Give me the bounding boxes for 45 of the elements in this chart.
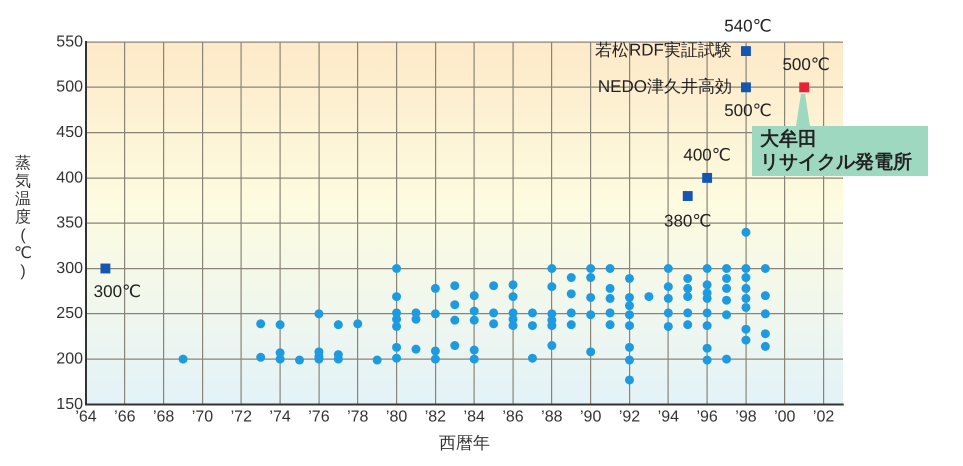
x-tick-label: ’66	[114, 408, 136, 426]
x-tick-label: ’78	[347, 408, 369, 426]
x-tick-label: ’70	[192, 408, 214, 426]
x-tick-label: ’86	[502, 408, 524, 426]
annotation: 300℃	[94, 282, 142, 302]
annotation: 540℃	[724, 16, 772, 36]
point	[799, 82, 810, 92]
point	[741, 82, 751, 92]
x-tick-label: ’98	[735, 408, 757, 426]
x-tick-label: ’68	[152, 408, 174, 426]
y-tick-label: 350	[56, 214, 84, 232]
y-tick-label: 400	[56, 169, 84, 186]
y-tick-label: 250	[56, 305, 84, 322]
x-tick-label: ’80	[386, 408, 408, 426]
x-axis-title: 西暦年	[439, 433, 490, 452]
x-tick-label: ’72	[230, 408, 252, 426]
annotation: 400℃	[683, 146, 731, 165]
x-tick-label: ’64	[75, 408, 97, 426]
annotation: NEDO津久井高効	[598, 76, 732, 96]
y-tick-label: 450	[56, 124, 84, 142]
annotation: 380℃	[664, 212, 712, 231]
y-tick-label: 500	[56, 78, 84, 96]
point	[682, 191, 693, 201]
point	[741, 46, 751, 56]
x-tick-label: ’84	[464, 408, 485, 426]
x-tick-label: ’82	[424, 408, 446, 426]
x-tick-label: ’76	[308, 408, 330, 426]
x-tick-label: ’94	[658, 408, 680, 426]
annotation: リサイクル発電所	[760, 151, 913, 174]
annotation: 500℃	[782, 54, 830, 74]
annotation: 大牟田	[760, 128, 818, 151]
y-tick-label: 300	[56, 260, 84, 277]
y-tick-label: 550	[56, 33, 84, 50]
point	[100, 264, 110, 274]
annotation: 若松RDF実証試験	[594, 40, 732, 60]
point	[702, 172, 712, 183]
x-tick-label: ’90	[580, 408, 602, 426]
x-tick-label: ’96	[696, 408, 718, 426]
x-tick-label: ’92	[618, 408, 640, 426]
y-tick-label: 200	[56, 350, 84, 368]
y-axis-title: 蒸気温度(℃)	[14, 155, 32, 281]
x-tick-label: ’88	[541, 408, 563, 426]
x-tick-label: ’74	[269, 408, 291, 426]
x-tick-label: ’02	[812, 408, 834, 426]
x-tick-label: ’00	[774, 408, 796, 426]
